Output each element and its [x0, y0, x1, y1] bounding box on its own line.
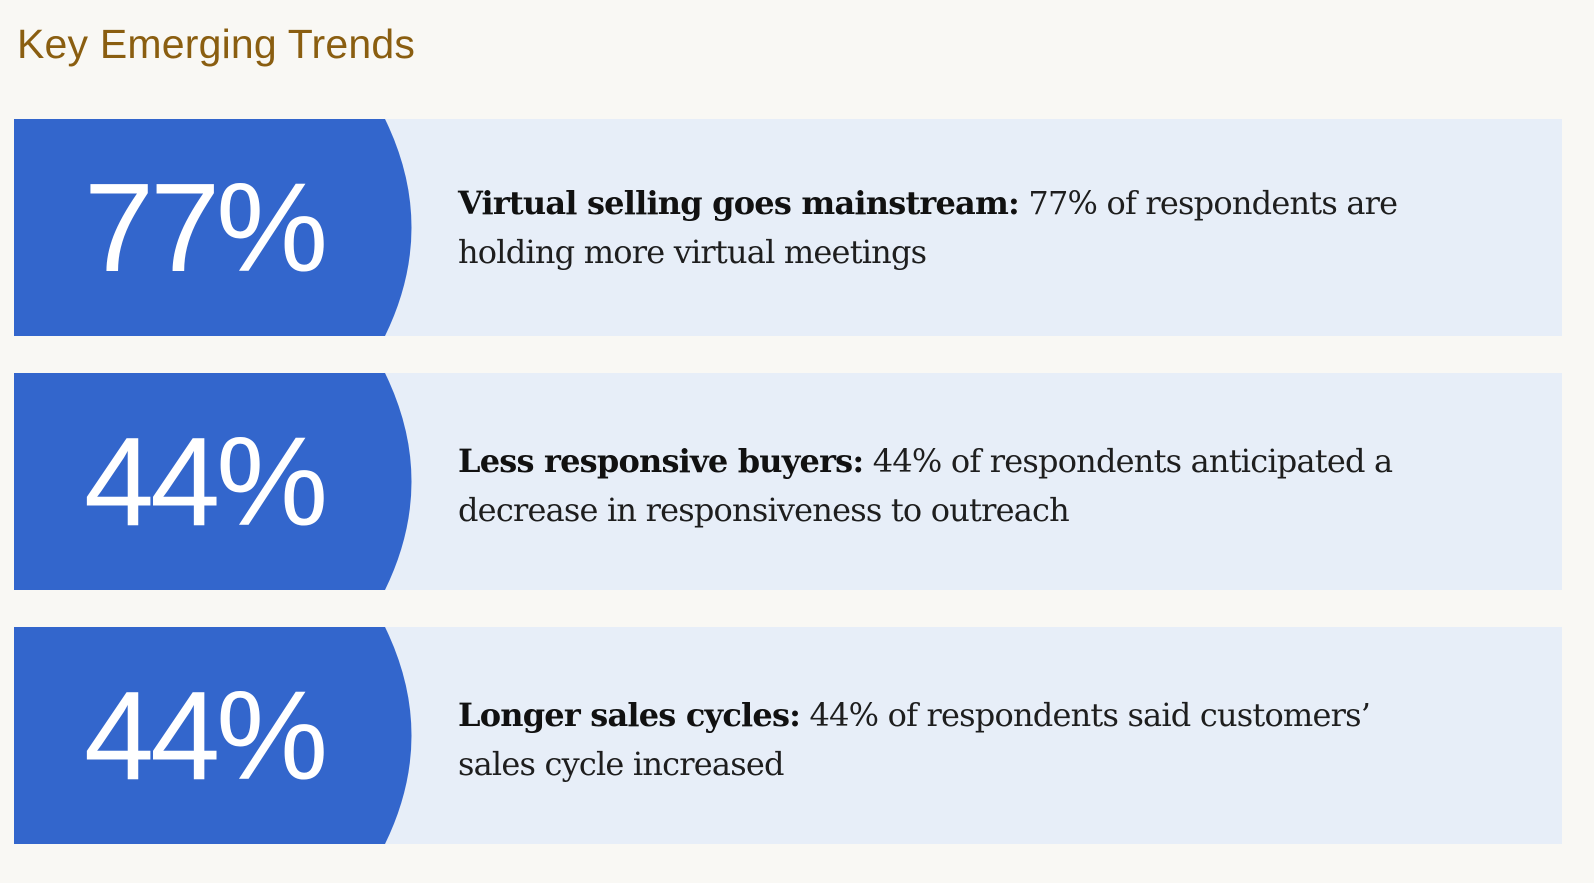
trend-description: Less responsive buyers: 44% of responden… [458, 437, 1418, 535]
trend-card: 77% Virtual selling goes mainstream: 77%… [14, 119, 1562, 336]
stat-value: 77% [84, 157, 328, 298]
trend-card: 44% Longer sales cycles: 44% of responde… [14, 627, 1562, 844]
stat-badge-shape [14, 627, 412, 844]
stat-badge-shape [14, 119, 412, 336]
trend-description: Longer sales cycles: 44% of respondents … [458, 691, 1418, 789]
stat-value: 44% [84, 665, 328, 806]
trend-heading: Longer sales cycles: [458, 696, 801, 734]
trend-card: 44% Less responsive buyers: 44% of respo… [14, 373, 1562, 590]
stat-value: 44% [84, 411, 328, 552]
trend-body: 77% of respondents are holding more virt… [458, 184, 1398, 271]
trend-description: Virtual selling goes mainstream: 77% of … [458, 179, 1418, 277]
page-title: Key Emerging Trends [17, 21, 416, 67]
trend-body: 44% of respondents anticipated a decreas… [458, 442, 1393, 529]
stat-badge-shape [14, 373, 412, 590]
trend-body: 44% of respondents said customers’ sales… [458, 696, 1371, 783]
trend-heading: Less responsive buyers: [458, 442, 864, 480]
trend-heading: Virtual selling goes mainstream: [458, 184, 1020, 222]
